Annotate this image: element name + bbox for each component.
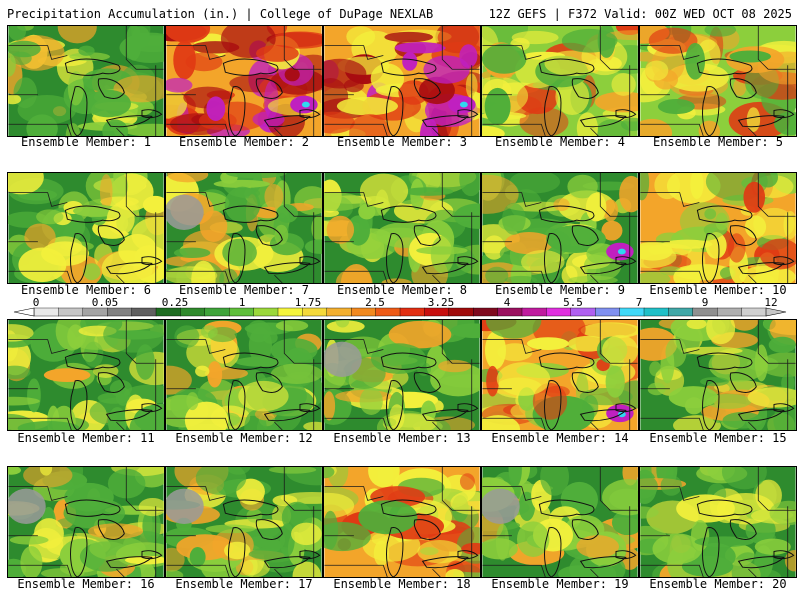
colorbar-tick-label: 2.5: [365, 297, 385, 309]
valid-time-label: 12Z GEFS | F372 Valid: 00Z WED OCT 08 20…: [489, 7, 792, 21]
ensemble-map-7: [165, 172, 323, 284]
ensemble-member-label: Ensemble Member: 4: [481, 135, 639, 149]
ensemble-map-14: [481, 319, 639, 431]
precip-colorbar: 0 0.05 0.25 1 1.75 2.5 3.25 4 5.5 7 9 12: [8, 297, 792, 319]
ensemble-member-label: Ensemble Member: 8: [323, 283, 481, 297]
colorbar-tick-label: 1.75: [295, 297, 322, 309]
colorbar-bin: [620, 308, 645, 316]
ensemble-member-label: Ensemble Member: 19: [481, 577, 639, 591]
colorbar-tick-label: 1: [239, 297, 246, 309]
colorbar-min-arrow: [14, 308, 34, 316]
ensemble-member-label: Ensemble Member: 9: [481, 283, 639, 297]
colorbar-bin: [498, 308, 523, 316]
colorbar-tick-label: 7: [636, 297, 643, 309]
ensemble-member-label: Ensemble Member: 13: [323, 431, 481, 445]
colorbar-bin: [351, 308, 376, 316]
ensemble-member-label: Ensemble Member: 18: [323, 577, 481, 591]
colorbar-bin: [424, 308, 449, 316]
colorbar-bin: [717, 308, 742, 316]
colorbar-tick-label: 0: [33, 297, 40, 309]
ensemble-member-label: Ensemble Member: 1: [7, 135, 165, 149]
ensemble-member-label: Ensemble Member: 5: [639, 135, 797, 149]
colorbar-bin: [546, 308, 571, 316]
ensemble-member-label: Ensemble Member: 10: [639, 283, 797, 297]
colorbar-bin: [205, 308, 230, 316]
colorbar-bin: [595, 308, 620, 316]
colorbar-bin: [254, 308, 279, 316]
ensemble-map-6: [7, 172, 165, 284]
ensemble-member-label: Ensemble Member: 14: [481, 431, 639, 445]
ensemble-map-18: [323, 466, 481, 578]
ensemble-map-4: [481, 25, 639, 137]
colorbar-bin: [132, 308, 157, 316]
ensemble-map-9: [481, 172, 639, 284]
colorbar-tick-label: 4: [504, 297, 511, 309]
ensemble-map-11: [7, 319, 165, 431]
colorbar-bin: [693, 308, 718, 316]
colorbar-bin: [473, 308, 498, 316]
ensemble-map-10: [639, 172, 797, 284]
colorbar-bin: [449, 308, 474, 316]
ensemble-map-5: [639, 25, 797, 137]
colorbar-max-arrow: [766, 308, 786, 316]
ensemble-member-label: Ensemble Member: 6: [7, 283, 165, 297]
ensemble-map-16: [7, 466, 165, 578]
colorbar-bin: [229, 308, 254, 316]
ensemble-member-label: Ensemble Member: 20: [639, 577, 797, 591]
colorbar-bin: [107, 308, 132, 316]
colorbar-bin: [58, 308, 83, 316]
ensemble-member-label: Ensemble Member: 12: [165, 431, 323, 445]
colorbar-bin: [180, 308, 205, 316]
ensemble-member-label: Ensemble Member: 17: [165, 577, 323, 591]
colorbar-bin: [644, 308, 669, 316]
ensemble-map-3: [323, 25, 481, 137]
ensemble-member-label: Ensemble Member: 3: [323, 135, 481, 149]
colorbar-bin: [376, 308, 401, 316]
colorbar-tick-label: 0.05: [92, 297, 119, 309]
ensemble-member-label: Ensemble Member: 11: [7, 431, 165, 445]
colorbar-bin: [571, 308, 596, 316]
colorbar-tick-label: 0.25: [162, 297, 189, 309]
ensemble-map-19: [481, 466, 639, 578]
ensemble-member-label: Ensemble Member: 16: [7, 577, 165, 591]
colorbar-bin: [522, 308, 547, 316]
ensemble-member-label: Ensemble Member: 7: [165, 283, 323, 297]
ensemble-map-12: [165, 319, 323, 431]
colorbar-tick-label: 5.5: [563, 297, 583, 309]
ensemble-map-20: [639, 466, 797, 578]
colorbar-bin: [278, 308, 303, 316]
colorbar-bin: [302, 308, 327, 316]
ensemble-map-2: [165, 25, 323, 137]
colorbar-tick-label: 12: [764, 297, 777, 309]
ensemble-member-label: Ensemble Member: 2: [165, 135, 323, 149]
colorbar-bin: [668, 308, 693, 316]
ensemble-map-1: [7, 25, 165, 137]
colorbar-tick-label: 9: [702, 297, 709, 309]
colorbar-bin: [327, 308, 352, 316]
ensemble-map-8: [323, 172, 481, 284]
ensemble-map-13: [323, 319, 481, 431]
colorbar-bin: [400, 308, 425, 316]
colorbar-bin: [742, 308, 767, 316]
colorbar-bin: [156, 308, 181, 316]
colorbar-bin: [34, 308, 59, 316]
ensemble-map-17: [165, 466, 323, 578]
ensemble-map-15: [639, 319, 797, 431]
ensemble-member-label: Ensemble Member: 15: [639, 431, 797, 445]
colorbar-bin: [83, 308, 108, 316]
page-title: Precipitation Accumulation (in.) | Colle…: [7, 7, 433, 21]
colorbar-tick-label: 3.25: [428, 297, 455, 309]
